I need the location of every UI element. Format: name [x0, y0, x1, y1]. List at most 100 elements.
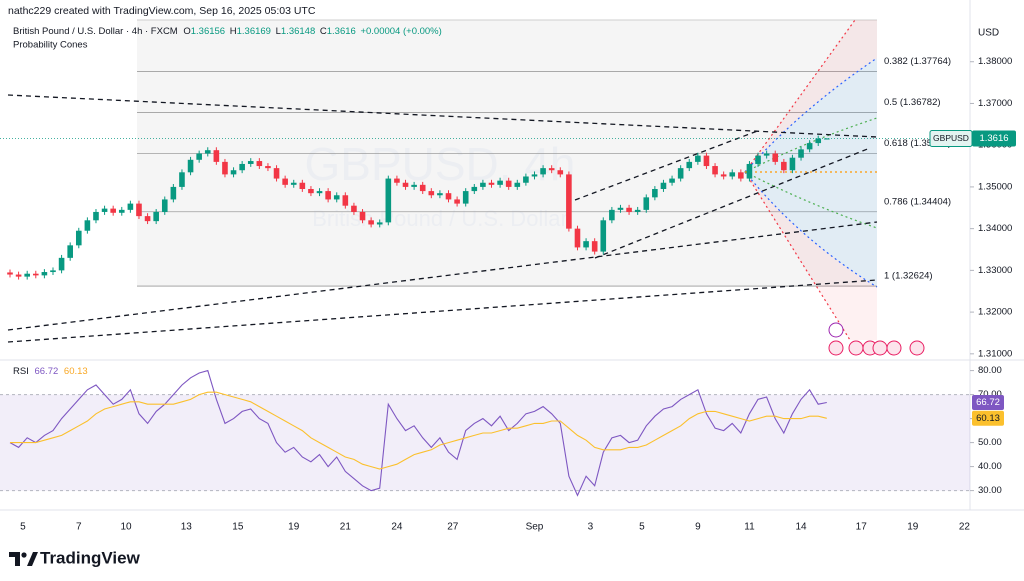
y-tick-label: 70.00: [978, 389, 1002, 400]
ohlc-value: 1.36148: [281, 26, 315, 37]
candle-body: [488, 182, 495, 185]
candle-body: [781, 161, 787, 171]
candle-body: [67, 245, 73, 258]
fib-label: 0.5 (1.36782): [884, 97, 941, 108]
candle-body: [428, 191, 435, 196]
ohlc-label: H: [230, 26, 237, 37]
symbol-tag-label: GBPUSD: [933, 133, 969, 143]
candle-body: [24, 273, 30, 277]
candle-body: [480, 182, 486, 187]
rsi-line: [10, 391, 827, 470]
x-tick-label: 13: [181, 522, 193, 533]
x-tick-label: 19: [288, 522, 300, 533]
x-tick-label: 5: [20, 522, 26, 533]
y-tick-label: 1.31000: [978, 348, 1012, 359]
candle-body: [351, 205, 357, 212]
candle-body: [454, 199, 460, 204]
candle-body: [617, 207, 624, 210]
x-tick-label: 7: [76, 522, 82, 533]
x-tick-label: 3: [588, 522, 594, 533]
legend-line: British Pound / U.S. Dollar · 4h · FXCM …: [13, 26, 442, 37]
candle-body: [239, 163, 245, 171]
cone-line: [744, 117, 878, 173]
plot-layer: [0, 135, 970, 280]
candle-body: [376, 222, 383, 225]
cone-line: [744, 171, 878, 288]
cone-line: [744, 171, 878, 229]
watermark: GBPUSD, 4h: [305, 138, 576, 190]
rsi-value: 66.72: [34, 366, 58, 377]
y-tick-label: 1.38000: [978, 56, 1012, 67]
candle-body: [591, 241, 598, 252]
candle-body: [333, 195, 340, 200]
candle-body: [583, 241, 589, 248]
candle-body: [523, 176, 529, 183]
candle-body: [600, 220, 607, 252]
candle-body: [50, 270, 56, 273]
candle-body: [514, 182, 521, 187]
y-tick-label: 1.34000: [978, 223, 1012, 234]
symbol-title: British Pound / U.S. Dollar · 4h · FXCM: [13, 26, 178, 37]
candle-body: [187, 159, 194, 173]
value-tag-label: 60.13: [976, 413, 1000, 424]
x-tick-label: 15: [232, 522, 244, 533]
cones: [744, 19, 878, 341]
x-tick-label: 22: [959, 522, 971, 533]
candle-body: [84, 220, 91, 231]
ohlc-value: 1.3616: [327, 26, 356, 37]
cone-line: [744, 19, 856, 173]
candle-body: [290, 182, 297, 185]
candle-body: [411, 184, 417, 187]
candle-body: [772, 153, 779, 162]
candle-body: [695, 155, 701, 162]
currency: USD: [978, 28, 999, 39]
candle-body: [798, 149, 804, 158]
candle-body: [204, 150, 211, 154]
rsi-band: [0, 394, 970, 491]
trend-line: [7, 94, 878, 138]
candle-body: [101, 208, 108, 212]
event-icon: [828, 340, 844, 356]
candle-body: [643, 197, 650, 210]
candle-body: [738, 172, 744, 179]
y-tick-label: 50.00: [978, 437, 1002, 448]
candle-body: [462, 191, 469, 204]
fib-label: 0.786 (1.34404): [884, 196, 951, 207]
rsi-layer: [0, 369, 970, 497]
event-icon: [848, 340, 864, 356]
candle-body: [531, 174, 538, 177]
indicator-name: Probability Cones: [13, 40, 88, 51]
candle-body: [213, 150, 220, 162]
price-tag: [972, 130, 1016, 147]
event-icon: [886, 340, 902, 356]
candle-body: [660, 182, 667, 189]
candle-body: [385, 178, 392, 223]
candle-body: [222, 161, 228, 175]
trend-lines: [7, 94, 878, 343]
y-tick-label: 40.00: [978, 461, 1002, 472]
fib-label: 0.382 (1.37764): [884, 56, 951, 67]
ohlc-value: 1.36169: [237, 26, 271, 37]
candle-body: [557, 170, 564, 175]
price-tag-label: 1.3616: [979, 133, 1008, 144]
candle-body: [609, 209, 615, 221]
candle-body: [325, 191, 331, 200]
candle-body: [75, 230, 82, 246]
cone-line: [744, 171, 851, 341]
value-tag: [972, 394, 1004, 410]
candle-body: [540, 168, 546, 175]
candle-body: [755, 155, 761, 164]
value-tag: [972, 410, 1004, 426]
candle-body: [161, 199, 168, 212]
axis-layer: 1.310001.320001.330001.340001.350001.360…: [929, 56, 1016, 496]
candle-body: [669, 178, 675, 183]
candle-body: [677, 168, 684, 179]
rsi-ma-value: 60.13: [64, 366, 88, 377]
candle-body: [299, 182, 306, 189]
candle-body: [265, 166, 271, 169]
x-tick-label: 9: [695, 522, 701, 533]
candle-body: [712, 166, 718, 175]
logo-shape: [21, 552, 27, 558]
ohlc-value: 1.36156: [191, 26, 225, 37]
ohlc-label: L: [276, 26, 281, 37]
